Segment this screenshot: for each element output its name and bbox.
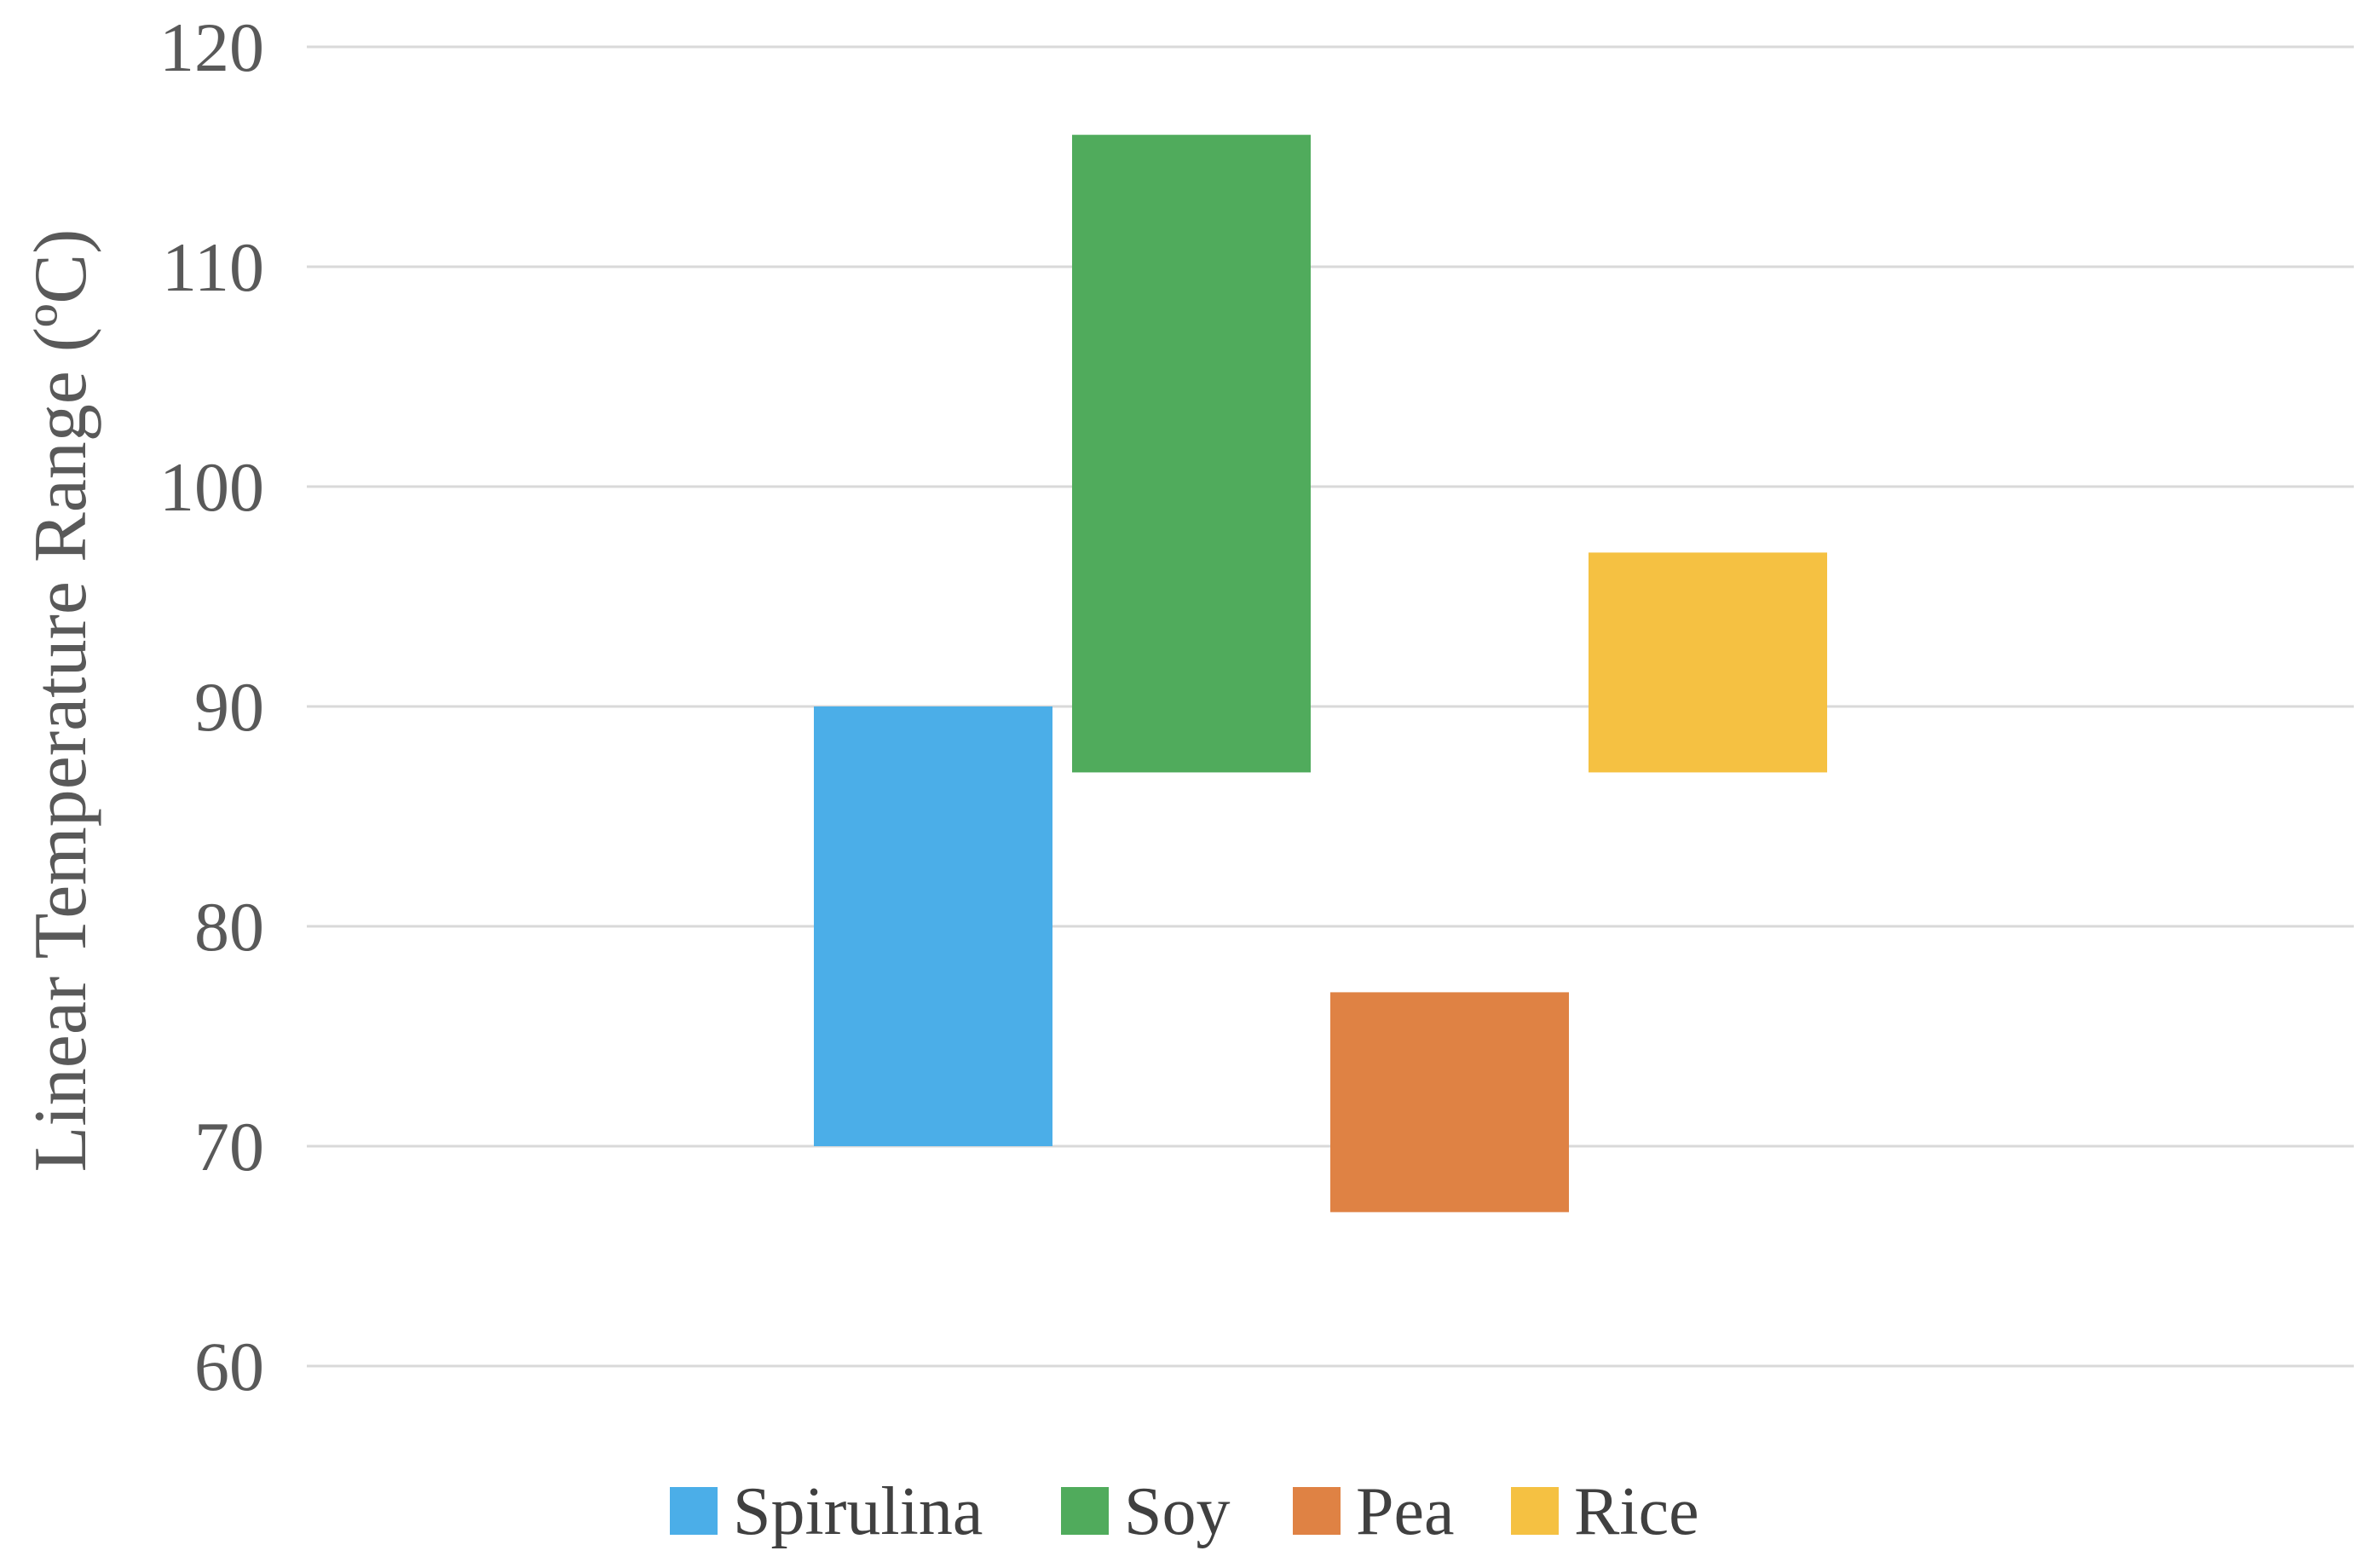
y-axis-ticks: 60 70 80 90 100 110 120 xyxy=(159,9,264,1405)
legend-item-spirulina: Spirulina xyxy=(670,1474,983,1549)
bar-rice xyxy=(1589,552,1827,773)
bar-soy xyxy=(1072,135,1311,773)
bar-pea xyxy=(1330,992,1569,1213)
y-tick-label: 100 xyxy=(159,448,264,526)
y-tick-label: 110 xyxy=(162,228,264,306)
y-tick-label: 120 xyxy=(159,9,264,86)
legend-label: Pea xyxy=(1356,1474,1455,1549)
y-axis-title: Linear Temperature Range (ºC) xyxy=(20,229,102,1173)
legend-swatch xyxy=(1061,1487,1109,1535)
bars xyxy=(814,135,1827,1213)
y-tick-label: 90 xyxy=(194,668,264,746)
legend-item-pea: Pea xyxy=(1293,1474,1455,1549)
y-tick-label: 70 xyxy=(194,1108,264,1185)
legend-label: Rice xyxy=(1574,1474,1699,1549)
gridlines xyxy=(307,45,2354,1368)
bar-spirulina xyxy=(814,706,1052,1146)
legend-swatch xyxy=(1293,1487,1341,1535)
legend-item-soy: Soy xyxy=(1061,1474,1231,1549)
y-tick-label: 80 xyxy=(194,888,264,966)
legend-label: Soy xyxy=(1124,1474,1231,1549)
legend-item-rice: Rice xyxy=(1511,1474,1699,1549)
legend-swatch xyxy=(670,1487,718,1535)
y-tick-label: 60 xyxy=(194,1328,264,1405)
legend-label: Spirulina xyxy=(733,1474,983,1549)
legend: Spirulina Soy Pea Rice xyxy=(670,1474,1699,1549)
legend-swatch xyxy=(1511,1487,1559,1535)
